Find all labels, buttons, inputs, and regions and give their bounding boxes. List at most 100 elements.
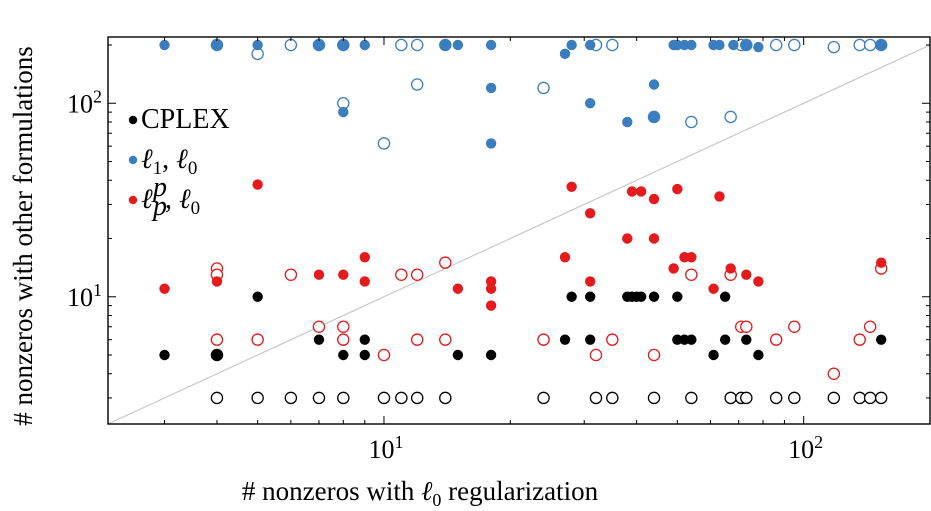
legend-marker-cplex xyxy=(128,115,138,125)
y-tick-label: 102 xyxy=(67,86,102,118)
cplex-filled-point xyxy=(875,334,887,345)
lp-open-point xyxy=(537,333,550,346)
lp-filled-point xyxy=(668,263,679,274)
cplex-open-point xyxy=(606,391,619,405)
lp-filled-point xyxy=(159,283,170,294)
lp-open-point xyxy=(439,333,452,346)
legend-marker-l1 xyxy=(128,155,138,165)
cplex-open-point xyxy=(210,391,224,405)
l1-open-point xyxy=(724,110,737,124)
l1-filled-point xyxy=(559,48,571,60)
lp-filled-point xyxy=(584,208,596,219)
cplex-filled-point xyxy=(648,291,660,302)
lp-filled-point xyxy=(313,269,325,280)
l1-open-point xyxy=(863,38,877,52)
l1-filled-point xyxy=(622,116,633,128)
lp-filled-point xyxy=(622,233,633,244)
l1-filled-point xyxy=(714,39,725,51)
lp-filled-point xyxy=(252,179,263,190)
lp-open-point xyxy=(410,333,424,346)
cplex-open-point xyxy=(769,391,783,405)
legend-label-l1: ℓ1, ℓ0 xyxy=(141,144,197,179)
l1-filled-point xyxy=(452,39,464,51)
lp-open-point xyxy=(685,268,698,281)
lp-filled-point xyxy=(559,252,571,263)
lp-open-point xyxy=(395,268,408,281)
lp-filled-point xyxy=(485,300,497,311)
lp-open-point xyxy=(853,333,866,346)
cplex-open-point xyxy=(377,391,391,405)
cplex-filled-point xyxy=(211,349,223,361)
cplex-open-point xyxy=(788,391,801,405)
lp-filled-point xyxy=(584,276,596,287)
cplex-filled-point xyxy=(359,349,370,361)
lp-open-point xyxy=(647,348,661,362)
lp-open-point xyxy=(312,320,326,333)
l1-filled-point xyxy=(875,39,887,51)
l1-filled-point xyxy=(686,39,697,51)
lp-filled-point xyxy=(875,257,887,268)
lp-filled-point xyxy=(648,233,660,244)
cplex-filled-point xyxy=(708,349,719,361)
l1-filled-point xyxy=(313,39,325,51)
lp-open-point xyxy=(827,367,841,381)
l1-filled-point xyxy=(252,39,263,51)
l1-open-point xyxy=(788,38,801,52)
l1-filled-point xyxy=(485,39,497,51)
cplex-filled-point xyxy=(753,349,764,361)
l1-open-point xyxy=(284,38,298,52)
legend: CPLEX ℓ1, ℓ0 ℓ pp, ℓ0 xyxy=(128,104,230,222)
cplex-filled-point xyxy=(672,291,683,302)
cplex-filled-point xyxy=(686,334,697,345)
lp-filled-point xyxy=(566,181,577,193)
cplex-filled-point xyxy=(584,291,596,302)
cplex-filled-point xyxy=(485,349,497,361)
lp-filled-point xyxy=(635,186,647,197)
lp-filled-point xyxy=(686,252,697,263)
lp-filled-point xyxy=(725,263,736,274)
cplex-open-point xyxy=(537,391,550,405)
l1-open-point xyxy=(410,38,424,52)
cplex-filled-point xyxy=(452,349,464,361)
cplex-open-point xyxy=(284,391,298,405)
cplex-open-point xyxy=(337,391,350,405)
cplex-open-point xyxy=(647,391,661,405)
lp-filled-point xyxy=(338,269,349,280)
cplex-open-point xyxy=(724,391,737,405)
l1-open-point xyxy=(410,78,424,91)
lp-open-point xyxy=(589,348,603,362)
lp-filled-point xyxy=(359,276,370,287)
lp-filled-point xyxy=(485,283,497,294)
legend-label-rest: , ℓ0 xyxy=(165,184,200,219)
diagonal-reference-line-layer xyxy=(107,44,931,425)
cplex-open-point xyxy=(395,391,408,405)
cplex-open-point xyxy=(589,391,603,405)
cplex-open-point xyxy=(874,391,888,405)
legend-label-cplex: CPLEX xyxy=(141,104,230,135)
lp-open-point xyxy=(863,320,877,333)
l1-filled-point xyxy=(485,138,497,149)
lp-filled-point xyxy=(753,276,764,287)
x-axis-label: # nonzeros with ℓ0 regularization xyxy=(242,476,599,510)
cplex-filled-point xyxy=(559,334,571,345)
lp-filled-point xyxy=(741,269,752,280)
legend-sup: p xyxy=(151,172,167,203)
cplex-open-point xyxy=(740,391,753,405)
lp-open-point xyxy=(337,333,350,346)
lp-filled-point xyxy=(714,191,725,202)
lp-filled-point xyxy=(485,276,497,287)
axis-ticks-layer: 101 102 101 102 xyxy=(67,37,930,464)
legend-marker-lp xyxy=(128,195,138,205)
cplex-open-point xyxy=(863,391,877,405)
cplex-filled-point xyxy=(159,349,170,361)
cplex-open-point xyxy=(439,391,452,405)
l1-open-point xyxy=(853,38,866,52)
cplex-open-point xyxy=(410,391,424,405)
y-tick-label: 101 xyxy=(67,280,102,312)
legend-sub: p xyxy=(151,191,167,222)
l1-open-point xyxy=(769,38,783,52)
l1-filled-point xyxy=(211,39,223,51)
x-tick-label: 102 xyxy=(788,432,823,464)
cplex-filled-point xyxy=(584,334,596,345)
lp-open-point xyxy=(337,320,350,333)
